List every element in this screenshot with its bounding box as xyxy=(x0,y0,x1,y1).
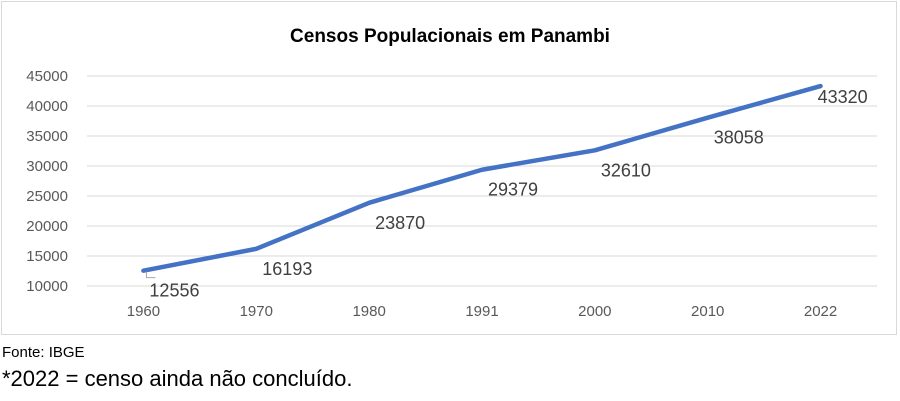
x-tick-label: 1970 xyxy=(240,303,273,320)
data-label: 16193 xyxy=(262,259,312,279)
y-tick-label: 45000 xyxy=(26,68,68,85)
data-label: 43320 xyxy=(818,87,868,107)
data-label: 23870 xyxy=(375,213,425,233)
data-label: 12556 xyxy=(149,281,199,301)
data-label: 32610 xyxy=(601,160,651,180)
y-tick-label: 15000 xyxy=(26,248,68,265)
x-tick-label: 2022 xyxy=(804,303,837,320)
x-tick-label: 2010 xyxy=(691,303,724,320)
line-chart: Censos Populacionais em Panambi 10000 150… xyxy=(26,26,877,320)
source-note: Fonte: IBGE xyxy=(2,344,85,361)
chart-area: Censos Populacionais em Panambi 10000 150… xyxy=(1,1,897,335)
x-tick-label: 1960 xyxy=(127,303,160,320)
x-tick-label: 1991 xyxy=(465,303,498,320)
gridlines xyxy=(87,75,877,287)
x-axis: 1960 1970 1980 1991 2000 2010 2022 xyxy=(127,303,838,320)
y-tick-label: 25000 xyxy=(26,188,68,205)
data-labels: 12556 16193 23870 29379 32610 38058 43320 xyxy=(149,87,867,301)
y-tick-label: 10000 xyxy=(26,278,68,295)
x-tick-label: 1980 xyxy=(352,303,385,320)
y-tick-label: 30000 xyxy=(26,158,68,175)
y-tick-label: 35000 xyxy=(26,128,68,145)
chart-title: Censos Populacionais em Panambi xyxy=(290,26,610,47)
y-tick-label: 40000 xyxy=(26,98,68,115)
series-line xyxy=(141,83,823,273)
data-label: 38058 xyxy=(714,128,764,148)
y-axis: 10000 15000 20000 25000 30000 35000 40000 45000 xyxy=(26,68,68,295)
leader-line xyxy=(145,271,156,279)
x-tick-label: 2000 xyxy=(578,303,611,320)
data-label: 29379 xyxy=(488,180,538,200)
y-tick-label: 20000 xyxy=(26,218,68,235)
footnote: *2022 = censo ainda não concluído. xyxy=(2,366,353,391)
series-line-group xyxy=(141,83,823,279)
